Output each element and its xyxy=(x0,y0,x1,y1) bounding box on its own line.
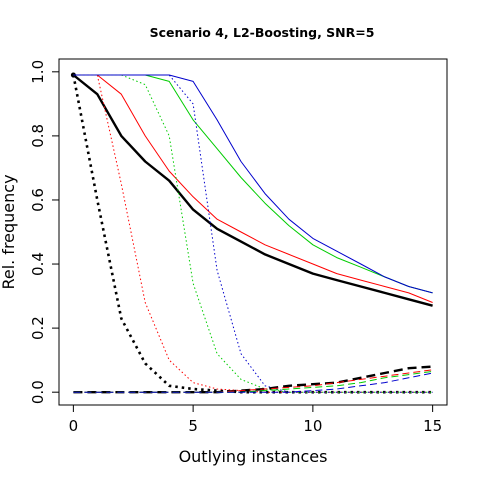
y-tick-label: 1.0 xyxy=(29,60,47,84)
x-axis: 0 5 10 15 xyxy=(69,404,442,435)
y-tick-label: 0.8 xyxy=(29,124,47,148)
y-axis: 0.0 0.2 0.4 0.6 0.8 1.0 xyxy=(29,60,60,404)
x-tick-label: 5 xyxy=(188,417,198,435)
series-line-7-dotted xyxy=(73,74,433,393)
series-line-5-dotted xyxy=(72,74,433,394)
y-axis-label: Rel. frequency xyxy=(0,174,18,289)
chart-title: Scenario 4, L2-Boosting, SNR=5 xyxy=(150,25,375,40)
x-axis-label: Outlying instances xyxy=(179,447,328,466)
x-tick-label: 10 xyxy=(303,417,322,435)
series-line-12-dashed xyxy=(73,372,433,393)
series-layer xyxy=(70,72,433,394)
x-tick-label: 0 xyxy=(69,417,79,435)
y-tick-label: 0.2 xyxy=(29,316,47,340)
y-tick-label: 0.4 xyxy=(29,252,47,276)
series-line-2-solid xyxy=(73,74,433,303)
y-tick-label: 0.6 xyxy=(29,188,47,212)
y-tick-label: 0.0 xyxy=(29,380,47,404)
series-line-4-solid xyxy=(73,74,433,294)
x-tick-label: 15 xyxy=(423,417,442,435)
series-line-8-dotted xyxy=(73,74,433,393)
series-line-1-solid xyxy=(72,74,433,307)
